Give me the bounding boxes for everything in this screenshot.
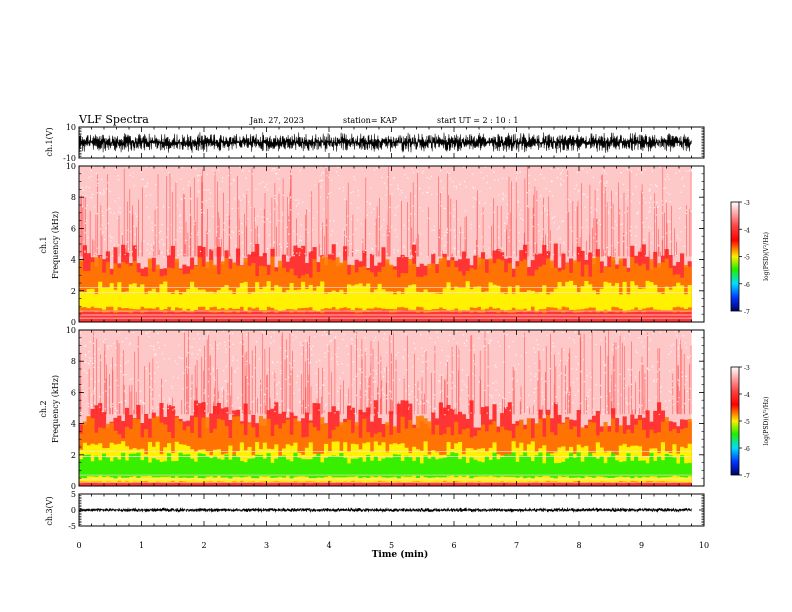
ch2-spectrogram-ytick-label: 0 [71,482,76,491]
ch2-spectrogram-ytick-label: 6 [71,388,76,397]
ch2-spectrogram-ylabel-freq: Frequency (kHz) [51,375,60,443]
ch1-spectrogram-ylabel-ch: ch.1 [39,236,48,253]
ch1-spectrogram-ytick-label: 10 [66,162,76,171]
ch1-waveform-ylabel: ch.1(V) [45,127,54,156]
colorbar-tick-label: -5 [744,419,750,426]
x-tick-label: 9 [639,541,644,550]
ch1-waveform-trace [78,132,692,154]
ch1-waveform-panel: 10 -10 [63,123,705,163]
ch2-spectrogram-streaks [79,330,692,415]
ch1-spectrogram-band-yellow [79,280,692,311]
x-tick-label: 4 [326,541,331,550]
x-tick-label: 2 [201,541,206,550]
ch1-spectrogram-ytick-label: 2 [71,287,76,296]
colorbar-label: log(PSD)(V²/Hz) [763,232,770,281]
ch1-spectrogram-panel: 0 2 4 6 8 10 [66,162,705,327]
ch3-waveform-ytick-label: -5 [68,522,76,531]
ch3-waveform-ylabel: ch.3(V) [45,496,54,525]
figure-title: VLF Spectra [78,113,149,126]
x-tick-label: 6 [451,541,456,550]
start-time-label: start UT = 2 : 10 : 1 [437,116,518,125]
ch1-spectrogram-ytick-label: 0 [71,318,76,327]
ch3-waveform-trace [78,507,692,513]
colorbar-label: log(PSD)(V²/Hz) [763,397,770,446]
colorbar-gradient [730,366,740,476]
ch3-waveform-panel: 5 0 -5 0 1 2 3 4 5 6 7 8 9 10 [68,490,709,550]
ch2-colorbar: -3 -4 -5 -6 -7 log(PSD)(V²/Hz) [730,365,770,480]
ch1-spectrogram-ylabel-freq: Frequency (kHz) [51,211,60,279]
x-tick-label: 1 [139,541,144,550]
x-axis-label: Time (min) [372,549,429,560]
station-label: station= KAP [343,116,398,125]
colorbar-tick-label: -6 [744,282,750,289]
x-tick-label: 0 [76,541,81,550]
colorbar-tick-label: -3 [744,200,750,207]
date-label: Jan. 27, 2023 [249,116,304,125]
colorbar-tick-label: -7 [744,309,750,316]
ch2-spectrogram-ytick-label: 10 [66,326,76,335]
colorbar-tick-label: -6 [744,446,750,453]
x-tick-label: 10 [699,541,709,550]
ch2-spectrogram-ytick-label: 4 [71,420,76,429]
ch2-spectrogram-panel: 0 2 4 6 8 10 [66,326,705,491]
x-tick-label: 7 [514,541,519,550]
colorbar-tick-label: -5 [744,255,750,262]
ch2-spectrogram-ytick-label: 2 [71,451,76,460]
x-tick-label: 3 [264,541,269,550]
ch1-waveform-ytick-label: 10 [66,123,76,132]
x-tick-label: 5 [389,541,394,550]
colorbar-tick-label: -3 [744,365,750,372]
ch1-spectrogram-ytick-label: 8 [71,193,76,202]
ch1-colorbar: -3 -4 -5 -6 -7 log(PSD)(V²/Hz) [730,200,770,316]
colorbar-tick-label: -4 [744,227,750,234]
colorbar-gradient [730,201,740,312]
x-tick-label: 8 [576,541,581,550]
ch2-spectrogram-band-green [79,452,692,479]
ch3-waveform-ytick-label: 5 [71,490,76,499]
colorbar-tick-label: -7 [744,473,750,480]
ch2-spectrogram-ytick-label: 8 [71,357,76,366]
ch2-spectrogram-ylabel-ch: ch.2 [39,400,48,417]
ch3-waveform-ytick-label: 0 [71,506,76,515]
ch1-spectrogram-ytick-label: 6 [71,224,76,233]
colorbar-tick-label: -4 [744,392,750,399]
ch1-waveform-ytick-label: -10 [63,154,76,163]
ch1-spectrogram-ytick-label: 4 [71,256,76,265]
